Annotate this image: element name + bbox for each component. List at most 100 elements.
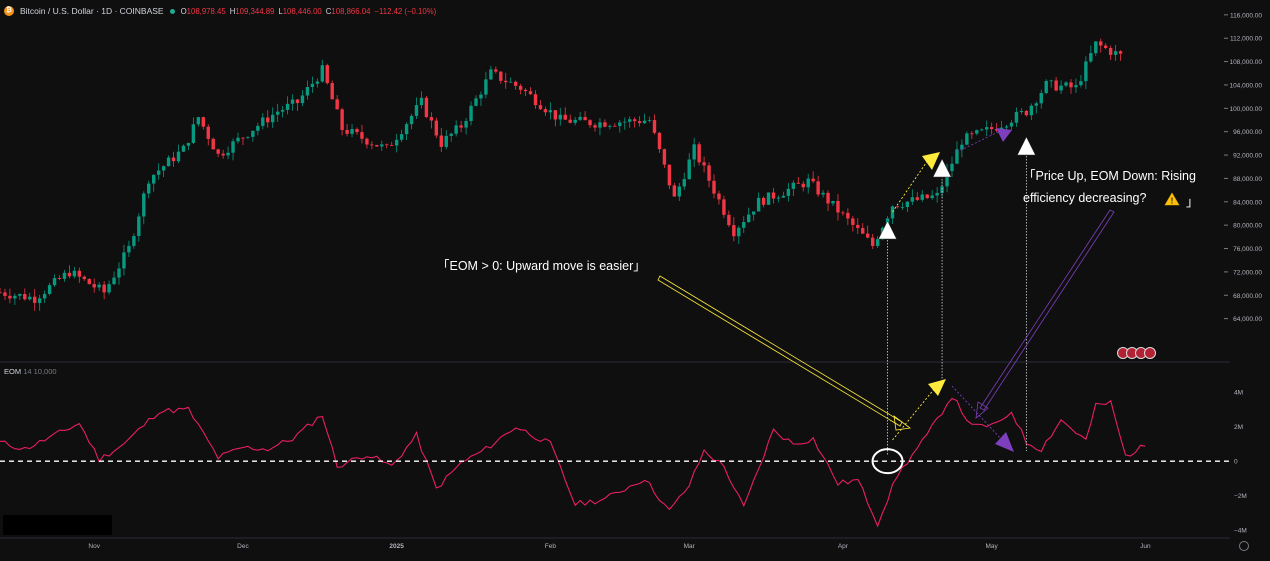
eom-axis-label: 0 (1234, 459, 1238, 466)
candle-body (1044, 81, 1048, 94)
candle-body (399, 134, 404, 140)
candle-body (826, 192, 830, 204)
candle-body (385, 144, 389, 146)
candle-body (920, 194, 924, 200)
candle-body (1118, 51, 1123, 54)
candle-body (573, 119, 577, 123)
candle-body (360, 132, 364, 139)
symbol-title[interactable]: Bitcoin / U.S. Dollar · 1D · COINBASE (20, 6, 164, 16)
candle-body (335, 99, 339, 110)
candle-body (365, 138, 369, 145)
candle-body (603, 122, 607, 127)
candle-body (414, 105, 419, 116)
outlined-yellow-arrowhead (893, 415, 912, 431)
candle-body (449, 133, 453, 136)
candle-body (513, 81, 518, 86)
candle-body (667, 164, 672, 186)
candle-body (727, 214, 731, 226)
candle-body (330, 83, 334, 100)
candle-body (132, 236, 136, 246)
gear-icon[interactable] (1239, 541, 1249, 551)
candles-group (0, 38, 1123, 311)
outlined-yellow-arrow (657, 275, 903, 427)
candle-body (875, 239, 880, 246)
candle-body (751, 211, 756, 215)
candle-body (300, 95, 305, 104)
candle-body (92, 284, 96, 288)
candle-body (37, 298, 42, 303)
candle-body (851, 218, 855, 225)
candle-body (781, 195, 786, 198)
ohlc-change-value: −112.42 (−0.10%) (374, 6, 437, 16)
candle-body (8, 295, 12, 299)
candle-body (176, 151, 181, 162)
candle-body (251, 130, 255, 137)
candle-body (1019, 110, 1024, 113)
candle-body (628, 119, 632, 122)
candle-body (404, 124, 409, 135)
candle-body (985, 127, 989, 130)
candle-body (345, 129, 349, 134)
candle-body (960, 144, 964, 150)
candle-body (816, 181, 820, 195)
candle-body (786, 188, 791, 196)
candle-body (841, 212, 845, 214)
candle-body (623, 121, 627, 123)
candle-body (33, 296, 37, 303)
event-markers[interactable] (1117, 347, 1156, 359)
candle-body (261, 117, 265, 126)
candle-body (206, 126, 210, 139)
candle-body (434, 120, 439, 136)
candle-body (1004, 126, 1009, 128)
candle-body (672, 185, 677, 197)
candle-body (677, 186, 681, 197)
candle-body (295, 99, 300, 104)
candle-body (1094, 41, 1098, 54)
candle-body (652, 120, 657, 133)
candle-body (479, 94, 483, 99)
outlined-purple-arrow (979, 209, 1115, 411)
price-axis-label: 116,000.00 (1230, 12, 1262, 19)
time-axis-label: Dec (237, 543, 249, 550)
time-axis-label: Feb (545, 543, 557, 550)
candle-body (925, 194, 929, 199)
candle-body (1079, 81, 1083, 86)
time-axis-label: 2025 (389, 543, 404, 550)
candle-body (548, 110, 553, 113)
candle-body (1069, 82, 1073, 88)
price-axis-label: 68,000.00 (1233, 293, 1262, 300)
candle-body (181, 145, 186, 152)
candle-body (161, 166, 166, 171)
candle-body (494, 69, 498, 72)
time-axis-label: Jun (1140, 543, 1151, 550)
candle-body (102, 284, 106, 293)
symbol-legend: ₿ Bitcoin / U.S. Dollar · 1D · COINBASE … (4, 4, 436, 18)
candle-body (811, 178, 815, 182)
time-axis-label: Mar (684, 543, 696, 550)
candle-body (152, 174, 156, 184)
annotation-divergence-line2: efficiency decreasing? (1023, 191, 1147, 205)
candle-body (122, 252, 126, 269)
ohlc-low-value: 108,446.00 (282, 6, 322, 16)
bitcoin-icon: ₿ (4, 6, 14, 16)
candle-body (256, 125, 260, 131)
candle-body (1099, 41, 1103, 46)
eom-legend[interactable]: EOM 14 10,000 (4, 367, 57, 376)
candle-body (464, 121, 468, 128)
candle-body (196, 117, 201, 125)
candle-body (518, 85, 523, 90)
eom-name: EOM (4, 367, 22, 376)
candle-body (315, 81, 320, 84)
candle-body (642, 120, 647, 124)
us-flag-icon[interactable] (1144, 347, 1156, 359)
price-axis-label: 88,000.00 (1233, 176, 1262, 183)
candle-body (499, 71, 503, 81)
ohlc-high-key: H (229, 6, 236, 16)
candle-body (553, 110, 558, 120)
up-triangle-marker (878, 220, 897, 240)
candle-body (509, 81, 513, 83)
ohlc-close-value: 108,866.04 (331, 6, 371, 16)
price-axis-label: 92,000.00 (1233, 153, 1262, 160)
